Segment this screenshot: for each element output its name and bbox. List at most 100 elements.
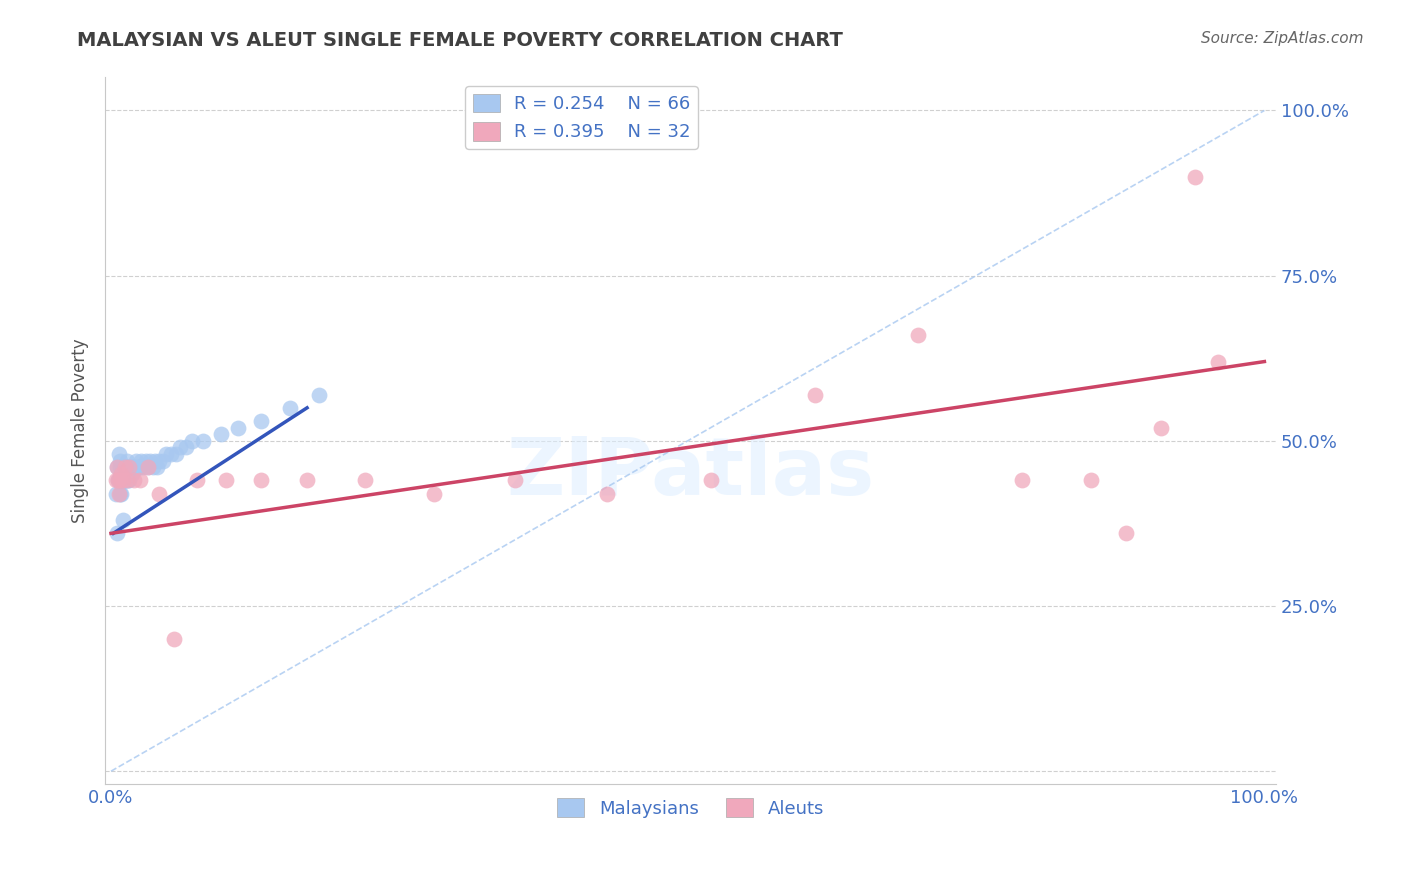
- Point: [148, 486, 170, 500]
- Point: [174, 441, 197, 455]
- Point: [128, 460, 150, 475]
- Point: [907, 328, 929, 343]
- Point: [180, 434, 202, 448]
- Point: [111, 474, 134, 488]
- Point: [308, 387, 330, 401]
- Point: [1115, 526, 1137, 541]
- Point: [155, 447, 177, 461]
- Point: [111, 474, 134, 488]
- Text: MALAYSIAN VS ALEUT SINGLE FEMALE POVERTY CORRELATION CHART: MALAYSIAN VS ALEUT SINGLE FEMALE POVERTY…: [77, 31, 844, 50]
- Point: [112, 474, 135, 488]
- Point: [107, 474, 129, 488]
- Point: [108, 460, 131, 475]
- Point: [125, 453, 148, 467]
- Point: [135, 453, 157, 467]
- Point: [295, 474, 318, 488]
- Point: [110, 467, 132, 481]
- Point: [105, 460, 128, 475]
- Point: [105, 460, 128, 475]
- Point: [114, 460, 136, 475]
- Point: [117, 467, 139, 481]
- Y-axis label: Single Female Poverty: Single Female Poverty: [72, 339, 89, 524]
- Point: [215, 474, 238, 488]
- Point: [423, 486, 446, 500]
- Point: [107, 474, 129, 488]
- Point: [353, 474, 375, 488]
- Point: [112, 474, 135, 488]
- Point: [114, 460, 136, 475]
- Point: [108, 447, 131, 461]
- Point: [141, 460, 163, 475]
- Point: [1080, 474, 1102, 488]
- Point: [115, 453, 138, 467]
- Point: [121, 467, 143, 481]
- Point: [114, 474, 136, 488]
- Point: [111, 460, 134, 475]
- Point: [1011, 474, 1033, 488]
- Point: [110, 486, 132, 500]
- Point: [112, 460, 135, 475]
- Point: [110, 474, 132, 488]
- Point: [118, 460, 141, 475]
- Point: [118, 460, 141, 475]
- Point: [111, 513, 134, 527]
- Point: [122, 460, 145, 475]
- Point: [124, 460, 146, 475]
- Point: [108, 474, 131, 488]
- Point: [226, 420, 249, 434]
- Point: [111, 460, 134, 475]
- Point: [160, 447, 183, 461]
- Point: [110, 460, 132, 475]
- Text: ZIPatlas: ZIPatlas: [506, 434, 875, 512]
- Point: [127, 460, 149, 475]
- Point: [148, 453, 170, 467]
- Point: [143, 453, 166, 467]
- Point: [136, 460, 159, 475]
- Point: [278, 401, 301, 415]
- Point: [152, 453, 174, 467]
- Point: [104, 474, 127, 488]
- Point: [1184, 169, 1206, 184]
- Point: [115, 474, 138, 488]
- Point: [122, 460, 145, 475]
- Text: Source: ZipAtlas.com: Source: ZipAtlas.com: [1201, 31, 1364, 46]
- Point: [104, 486, 127, 500]
- Point: [803, 387, 825, 401]
- Point: [122, 474, 145, 488]
- Point: [121, 460, 143, 475]
- Point: [128, 474, 150, 488]
- Point: [117, 474, 139, 488]
- Point: [163, 632, 186, 646]
- Point: [111, 467, 134, 481]
- Point: [115, 467, 138, 481]
- Point: [250, 414, 273, 428]
- Point: [129, 453, 152, 467]
- Point: [250, 474, 273, 488]
- Point: [193, 434, 215, 448]
- Point: [165, 447, 187, 461]
- Point: [146, 460, 169, 475]
- Point: [503, 474, 526, 488]
- Point: [1206, 354, 1229, 368]
- Point: [115, 460, 138, 475]
- Point: [110, 467, 132, 481]
- Point: [186, 474, 208, 488]
- Point: [114, 467, 136, 481]
- Point: [596, 486, 619, 500]
- Point: [136, 460, 159, 475]
- Point: [1149, 420, 1171, 434]
- Point: [115, 474, 138, 488]
- Point: [108, 474, 131, 488]
- Point: [139, 453, 162, 467]
- Point: [105, 526, 128, 541]
- Point: [132, 460, 155, 475]
- Legend: Malaysians, Aleuts: Malaysians, Aleuts: [550, 791, 831, 825]
- Point: [169, 441, 191, 455]
- Point: [209, 427, 232, 442]
- Point: [117, 460, 139, 475]
- Point: [108, 486, 131, 500]
- Point: [118, 474, 141, 488]
- Point: [108, 453, 131, 467]
- Point: [120, 460, 142, 475]
- Point: [115, 460, 138, 475]
